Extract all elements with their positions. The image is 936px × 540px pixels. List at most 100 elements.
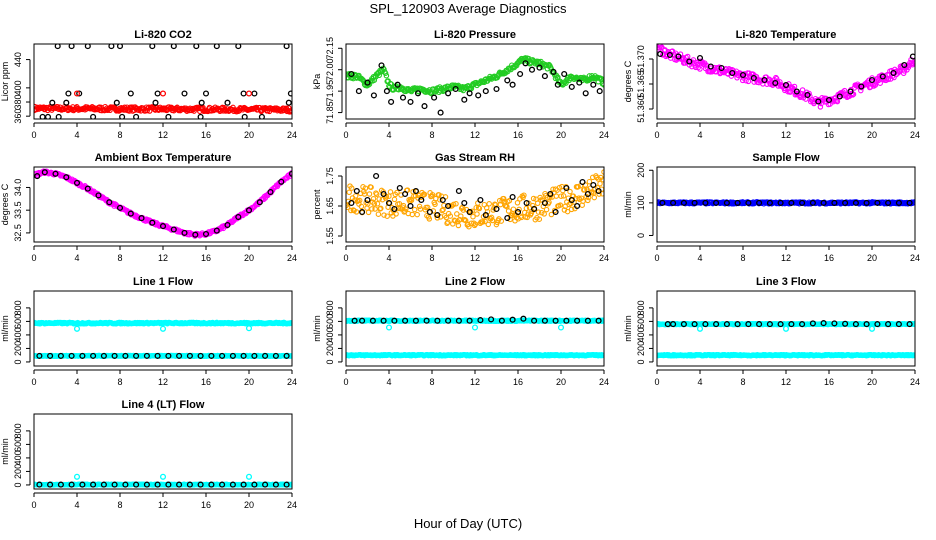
band-point xyxy=(479,219,486,225)
data-point xyxy=(820,199,827,206)
data-point xyxy=(219,352,226,359)
data-point xyxy=(890,69,897,77)
data-point xyxy=(568,83,575,90)
x-tick-label: 24 xyxy=(910,253,920,263)
x-tick-label: 24 xyxy=(599,253,609,263)
data-point xyxy=(547,190,554,198)
y-tick-label: 71.95 xyxy=(325,80,335,103)
data-point xyxy=(885,199,892,206)
data-point xyxy=(552,208,559,216)
data-point xyxy=(675,53,682,60)
x-tick-label: 20 xyxy=(867,377,877,387)
y-axis-label: Licor ppm xyxy=(0,62,10,102)
band-point xyxy=(548,211,555,218)
data-point xyxy=(380,190,387,198)
band-point xyxy=(430,208,437,214)
data-point xyxy=(455,187,462,195)
data-point xyxy=(734,321,741,328)
x-tick-label: 24 xyxy=(599,377,609,387)
y-tick-label: 1.55 xyxy=(325,227,335,245)
band-point xyxy=(34,107,37,114)
data-point xyxy=(283,44,290,50)
band-point xyxy=(514,200,521,206)
data-point xyxy=(488,316,495,323)
band-point xyxy=(439,207,445,214)
data-point xyxy=(847,88,854,95)
y-tick-label: 600 xyxy=(325,314,335,329)
data-point xyxy=(561,70,568,78)
plot-area xyxy=(346,315,604,359)
data-point xyxy=(909,53,915,60)
band-point xyxy=(600,176,604,183)
x-tick-label: 12 xyxy=(470,253,480,263)
data-point xyxy=(552,317,559,324)
band-point xyxy=(505,208,512,214)
x-tick-label: 20 xyxy=(244,253,254,263)
data-point xyxy=(531,317,538,324)
data-point xyxy=(359,208,366,216)
panel-title: Line 2 Flow xyxy=(445,276,505,288)
data-point xyxy=(251,481,258,488)
data-point xyxy=(541,199,548,207)
x-tick-label: 8 xyxy=(429,253,434,263)
band-point xyxy=(470,213,476,220)
plot-area xyxy=(657,199,915,207)
data-point xyxy=(154,90,161,97)
x-tick-label: 4 xyxy=(697,377,702,387)
data-point xyxy=(550,68,557,75)
plot-frame xyxy=(33,290,293,367)
data-point xyxy=(466,317,473,324)
data-point xyxy=(842,199,849,206)
data-point xyxy=(108,44,115,50)
data-point xyxy=(388,98,395,105)
data-point xyxy=(659,199,666,206)
band-point xyxy=(417,206,424,212)
band-point xyxy=(834,98,841,105)
data-point xyxy=(696,325,704,332)
plot-frame xyxy=(656,43,916,120)
band-point xyxy=(365,209,372,216)
data-point xyxy=(729,69,736,77)
data-point xyxy=(63,99,70,106)
band-point xyxy=(787,89,794,95)
y-axis-label: ml/min xyxy=(623,191,633,218)
data-point xyxy=(402,190,409,198)
panel-title: Li-820 Pressure xyxy=(434,29,516,41)
data-point xyxy=(504,77,511,84)
data-point xyxy=(152,99,159,106)
band-point xyxy=(381,212,387,218)
band-point xyxy=(403,206,409,212)
plot-area xyxy=(346,169,604,230)
data-point xyxy=(90,481,97,488)
data-point xyxy=(54,44,61,50)
band-point xyxy=(353,209,360,215)
x-tick-label: 4 xyxy=(386,377,391,387)
band-point xyxy=(358,203,365,210)
band-point xyxy=(376,196,382,202)
plot-frame xyxy=(345,290,605,367)
data-point xyxy=(434,317,441,324)
data-point xyxy=(369,317,376,324)
data-point xyxy=(34,173,41,180)
band-point xyxy=(416,203,423,210)
data-point xyxy=(895,199,902,206)
y-tick-label: 72.15 xyxy=(325,37,335,60)
data-point xyxy=(520,315,527,322)
x-tick-label: 16 xyxy=(201,377,211,387)
x-tick-label: 8 xyxy=(117,500,122,510)
data-point xyxy=(820,320,827,327)
y-tick-label: 400 xyxy=(325,327,335,342)
y-tick-label: 200 xyxy=(636,163,646,178)
data-point xyxy=(373,172,380,180)
band-point xyxy=(460,207,467,213)
data-point xyxy=(557,324,565,331)
data-point xyxy=(793,88,800,95)
data-point xyxy=(782,325,790,332)
data-point xyxy=(119,113,126,119)
band-point xyxy=(558,193,564,199)
band-point xyxy=(557,202,564,208)
data-point xyxy=(466,208,473,216)
